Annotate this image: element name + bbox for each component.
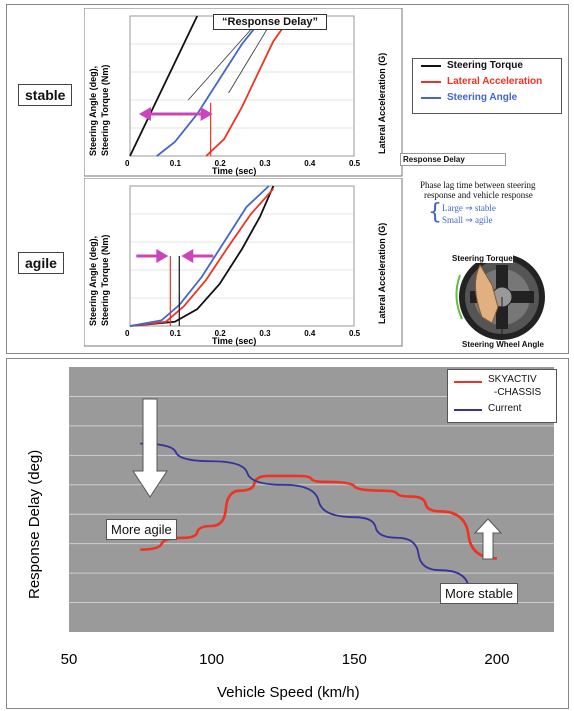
agile-series [129, 185, 275, 327]
top-legend: Steering Torque Lateral Acceleration Ste… [412, 58, 562, 114]
response-delay-title: “Response Delay” [213, 14, 327, 30]
stable-chart: 0 0.1 0.2 0.3 0.4 0.5 Steering Angle (deg), S… [84, 8, 403, 177]
callout-line-2 [228, 25, 270, 94]
response-delay-side-box: Response Delay [400, 153, 506, 166]
legend-skyactiv-line1: SKYACTIV [488, 374, 537, 385]
bottom-xtick: 100 [199, 651, 224, 668]
agile-ylabel-right: Lateral Acceleration (G) [377, 223, 387, 324]
bottom-series-current [140, 442, 497, 604]
stable-ylabel-left-1: Steering Angle (deg), [88, 66, 98, 156]
bottom-series-skyactiv-chassis [140, 474, 497, 560]
legend-angle-label: Steering Angle [447, 92, 518, 103]
agile-series-steering-angle [129, 185, 270, 327]
agile-xtick: 0 [125, 329, 130, 338]
down-arrow-icon [132, 398, 168, 498]
wheel-angle-label: Steering Wheel Angle [462, 340, 544, 349]
bottom-xtick: 50 [61, 651, 78, 668]
stable-ylabel-left-2: Steering Torque (Nm) [100, 65, 110, 156]
agile-ylabel-left-1: Steering Angle (deg), [88, 236, 98, 326]
phase-lag-line1: Phase lag time between steering [420, 180, 536, 190]
stable-xtick: 0.5 [349, 159, 361, 168]
torque-arrow-icon [455, 274, 463, 320]
stable-series-steering-angle [156, 15, 266, 157]
agile-xlabel: Time (sec) [212, 336, 256, 346]
agile-xtick: 0.4 [304, 329, 316, 338]
legend-current-swatch [454, 409, 482, 411]
legend-skyactiv-swatch [454, 381, 482, 383]
agile-xtick: 0.3 [259, 329, 271, 338]
row-label-agile: agile [18, 252, 64, 274]
stable-delay-arrow-head-left [138, 107, 151, 121]
agile-ylabel-left-2: Steering Torque (Nm) [100, 235, 110, 326]
stable-xtick: 0.3 [259, 159, 271, 168]
stable-series-lateral-acceleration [205, 15, 293, 157]
agile-ticks: 0 0.1 0.2 0.3 0.4 0.5 [125, 329, 361, 338]
bottom-xlabel: Vehicle Speed (km/h) [217, 684, 360, 701]
large-stable-text: Large ⇒ stable [442, 203, 496, 213]
stable-xtick: 0.1 [170, 159, 182, 168]
agile-chart: 0 0.1 0.2 0.3 0.4 0.5 Steering Angle (deg), S… [84, 178, 403, 347]
stable-xtick: 0.2 [215, 159, 227, 168]
agile-xtick: 0.5 [349, 329, 361, 338]
hand-icon [475, 263, 499, 324]
stable-delay-arrow-head-right [200, 107, 213, 121]
stable-xtick: 0.4 [304, 159, 316, 168]
legend-skyactiv-line2: -CHASSIS [494, 387, 542, 398]
up-arrow-icon [473, 518, 503, 560]
stable-xtick: 0 [125, 159, 130, 168]
legend-lateral-label: Lateral Acceleration [447, 76, 543, 87]
stable-series-steering-torque [129, 15, 199, 157]
legend-torque-swatch [421, 65, 441, 67]
wheel-torque-label: Steering Torque [452, 254, 513, 263]
legend-lateral-swatch [421, 81, 441, 83]
agile-arrow-left-head [156, 249, 169, 263]
bottom-xticks: 50 100 150 200 [61, 651, 510, 668]
stable-ylabel-right: Lateral Acceleration (G) [377, 53, 387, 154]
bottom-series [140, 442, 497, 604]
legend-current-label: Current [488, 403, 522, 414]
more-stable-label: More stable [440, 583, 518, 604]
bottom-legend: SKYACTIV -CHASSIS Current [447, 369, 557, 423]
row-label-stable: stable [18, 84, 73, 106]
small-agile-text: Small ⇒ agile [442, 215, 493, 225]
agile-xtick: 0.1 [170, 329, 182, 338]
agile-series-steering-torque [129, 185, 275, 327]
bracket-left: { [428, 200, 442, 225]
bottom-xtick: 150 [342, 651, 367, 668]
stable-xlabel: Time (sec) [212, 166, 256, 176]
bottom-xtick: 200 [484, 651, 509, 668]
more-agile-label: More agile [106, 519, 177, 540]
phase-lag-line2: response and vehicle response [424, 190, 533, 200]
legend-torque-label: Steering Torque [447, 60, 523, 71]
legend-angle-swatch [421, 97, 441, 99]
agile-xtick: 0.2 [215, 329, 227, 338]
bottom-ylabel: Response Delay (deg) [26, 450, 43, 599]
stable-series [129, 15, 293, 157]
agile-series-lateral-acceleration [129, 188, 275, 327]
steering-wheel-illustration [455, 254, 545, 345]
callout-line-1 [187, 25, 255, 101]
stable-ticks: 0 0.1 0.2 0.3 0.4 0.5 [125, 159, 361, 168]
agile-arrow-right-head [181, 249, 194, 263]
